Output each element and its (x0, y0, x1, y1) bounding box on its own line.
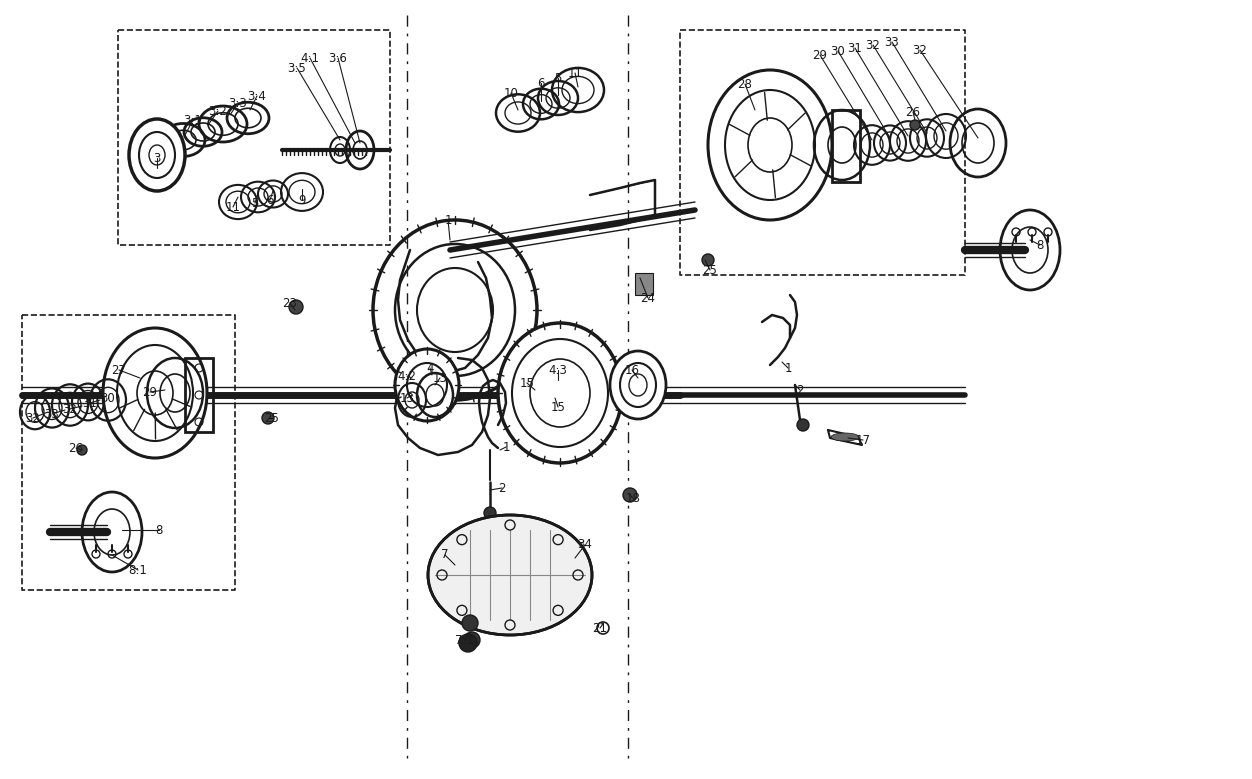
Ellipse shape (462, 615, 478, 631)
Text: 29: 29 (813, 48, 828, 62)
Text: 6: 6 (537, 76, 545, 90)
Text: 4:1: 4:1 (300, 51, 319, 65)
Ellipse shape (129, 119, 185, 191)
Ellipse shape (702, 254, 714, 266)
Text: 27: 27 (111, 364, 126, 376)
Text: 2: 2 (796, 383, 804, 397)
Text: 30: 30 (830, 44, 845, 58)
Text: 11: 11 (225, 200, 240, 213)
Text: 32: 32 (63, 403, 78, 415)
Bar (833, 110, 860, 182)
Text: 26: 26 (69, 442, 84, 454)
Text: 3:2: 3:2 (209, 104, 228, 118)
Ellipse shape (831, 433, 859, 441)
Ellipse shape (910, 120, 920, 130)
Text: 26: 26 (905, 105, 920, 118)
Text: 7:1: 7:1 (456, 633, 475, 647)
Text: 3:5: 3:5 (288, 62, 307, 75)
Text: 23: 23 (283, 297, 298, 309)
Ellipse shape (485, 507, 496, 519)
Text: 3:6: 3:6 (328, 51, 348, 65)
Text: 4: 4 (426, 361, 433, 375)
Ellipse shape (707, 70, 833, 220)
Text: 17: 17 (855, 433, 870, 446)
Text: 30: 30 (100, 392, 115, 404)
Ellipse shape (394, 349, 459, 421)
Ellipse shape (262, 412, 274, 424)
Text: 5: 5 (252, 196, 259, 210)
Text: 18: 18 (626, 492, 641, 505)
Ellipse shape (798, 419, 809, 431)
Ellipse shape (459, 634, 477, 652)
Text: 32: 32 (25, 411, 40, 425)
Text: 28: 28 (737, 77, 752, 90)
Ellipse shape (103, 328, 207, 458)
Ellipse shape (498, 323, 622, 463)
Text: 10: 10 (503, 86, 518, 100)
Text: 1: 1 (502, 440, 510, 453)
Text: 25: 25 (702, 263, 717, 277)
Text: 1: 1 (784, 361, 791, 375)
Text: 8:1: 8:1 (129, 563, 148, 576)
Text: 31: 31 (83, 397, 98, 410)
Text: 4:2: 4:2 (397, 369, 417, 382)
Text: 3:3: 3:3 (229, 97, 248, 110)
Text: 34: 34 (577, 538, 592, 552)
Text: 32: 32 (865, 38, 880, 51)
Text: 3:1: 3:1 (184, 114, 203, 126)
Ellipse shape (428, 515, 592, 635)
Ellipse shape (623, 488, 637, 502)
Text: 29: 29 (143, 386, 158, 399)
Ellipse shape (81, 492, 141, 572)
Ellipse shape (289, 300, 303, 314)
Text: 2: 2 (498, 481, 506, 495)
Text: 21: 21 (592, 622, 607, 635)
Text: 8: 8 (1037, 238, 1044, 252)
Text: 24: 24 (641, 291, 656, 305)
Ellipse shape (1000, 210, 1060, 290)
Text: 7: 7 (441, 548, 448, 562)
Text: 13: 13 (432, 372, 447, 385)
Text: 11: 11 (567, 66, 582, 79)
Bar (185, 358, 213, 432)
Text: 9: 9 (298, 193, 305, 206)
Text: 3:4: 3:4 (248, 90, 267, 103)
Text: 1: 1 (444, 213, 452, 227)
Text: 16: 16 (625, 364, 640, 376)
Text: 4:3: 4:3 (548, 364, 567, 376)
Ellipse shape (610, 351, 666, 419)
Text: 13: 13 (399, 392, 414, 404)
Ellipse shape (464, 632, 480, 648)
Text: 32: 32 (913, 44, 928, 57)
Text: 31: 31 (848, 41, 863, 55)
Ellipse shape (78, 445, 86, 455)
Text: 8: 8 (155, 523, 163, 537)
Bar (635, 273, 654, 295)
Text: 5: 5 (555, 72, 562, 84)
Text: 33: 33 (45, 407, 59, 421)
Text: 15: 15 (551, 400, 566, 414)
Text: 25: 25 (264, 411, 279, 425)
Text: 6: 6 (267, 193, 274, 206)
Text: 3: 3 (153, 151, 160, 164)
Text: 15: 15 (520, 376, 535, 390)
Text: 33: 33 (885, 36, 899, 48)
